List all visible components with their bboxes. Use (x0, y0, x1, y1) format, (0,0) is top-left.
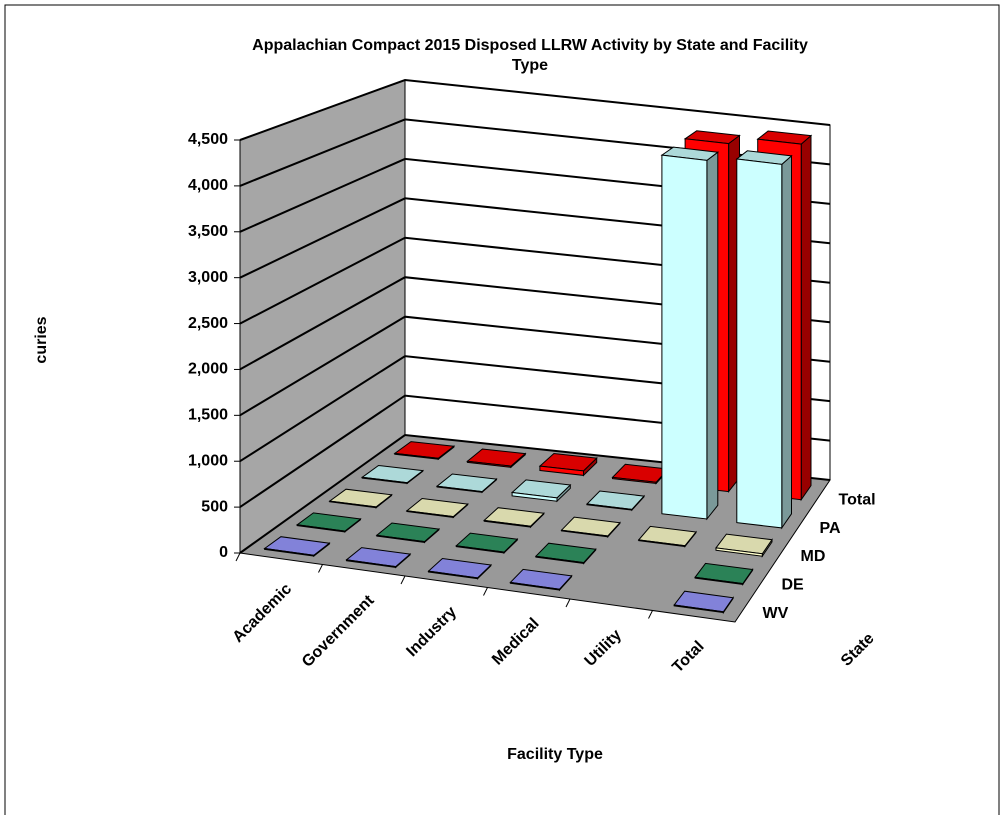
bar (586, 503, 633, 511)
bar (736, 158, 783, 529)
x-tick (648, 610, 653, 619)
x-axis-title: Facility Type (507, 746, 603, 763)
x-tick (235, 552, 241, 562)
legend-label: MD (801, 548, 826, 565)
y-tick-label: 1,000 (188, 452, 228, 469)
x-tick (400, 575, 406, 585)
bar (361, 476, 408, 484)
bar (346, 559, 397, 568)
y-tick-label: 0 (219, 544, 228, 561)
legend-label: WV (763, 605, 789, 622)
bar (483, 519, 531, 528)
bar (612, 476, 657, 485)
bar (638, 539, 686, 548)
bar-side (781, 154, 792, 530)
y-tick-label: 2,000 (188, 361, 228, 378)
y-tick-label: 4,500 (188, 131, 228, 148)
legend-label: PA (820, 520, 841, 537)
legend-label: Total (839, 491, 876, 508)
legend-label: DE (782, 577, 805, 594)
bar (539, 465, 584, 476)
bar (509, 581, 560, 591)
y-tick-label: 3,500 (188, 223, 228, 240)
y-tick-label: 1,500 (188, 407, 228, 424)
x-tick (565, 598, 571, 608)
bar (406, 510, 454, 518)
y-tick-label: 500 (201, 498, 228, 515)
x-tick (483, 587, 488, 596)
bar (715, 547, 763, 557)
bar-side (706, 151, 719, 521)
y-axis-title: curies (33, 316, 50, 363)
y-tick-label: 4,000 (188, 177, 228, 194)
bar (329, 500, 377, 509)
bar (264, 547, 315, 557)
bar (511, 491, 558, 502)
grid-line (239, 78, 831, 141)
bar (455, 545, 505, 554)
bar (436, 485, 483, 493)
bar (561, 529, 609, 538)
bar (661, 154, 708, 520)
bar (466, 460, 512, 468)
bar (428, 570, 479, 580)
bar-side (800, 134, 812, 502)
x-tick (318, 564, 323, 573)
bar (296, 524, 346, 533)
bar (535, 555, 585, 564)
y-tick-label: 3,000 (188, 269, 228, 286)
bar (673, 604, 724, 614)
y-tick-label: 2,500 (188, 315, 228, 332)
bar (394, 452, 439, 460)
bar (694, 576, 744, 585)
chart-title: Appalachian Compact 2015 Disposed LLRW A… (252, 37, 808, 74)
bar (376, 534, 425, 543)
